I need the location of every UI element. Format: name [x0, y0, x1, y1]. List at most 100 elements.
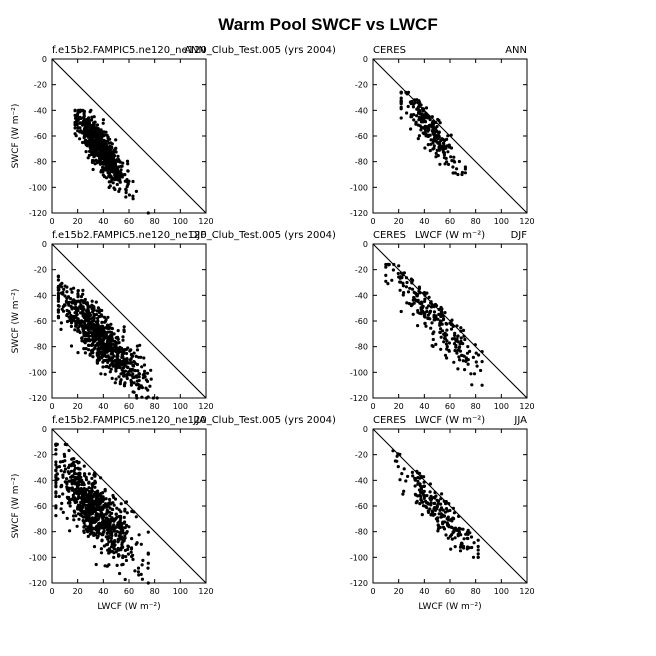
data-point — [440, 492, 444, 496]
data-point — [461, 527, 465, 531]
data-point — [421, 131, 425, 135]
data-point — [125, 184, 129, 189]
data-point — [90, 158, 95, 163]
data-point — [56, 314, 61, 318]
data-point — [84, 334, 88, 338]
panel-center-label: LWCF (W m⁻²) — [415, 230, 485, 241]
data-point — [86, 128, 91, 132]
data-point — [445, 347, 449, 351]
data-point — [450, 537, 454, 541]
data-point — [54, 460, 58, 464]
x-tick-label: 120 — [519, 587, 534, 596]
data-point — [87, 323, 91, 327]
data-point — [82, 300, 86, 304]
data-point — [132, 381, 136, 385]
data-point — [125, 511, 129, 515]
data-point — [417, 488, 422, 492]
data-point — [447, 349, 451, 353]
data-point — [111, 158, 115, 162]
data-point — [458, 358, 462, 362]
data-point — [419, 474, 423, 478]
data-point — [429, 326, 433, 330]
y-tick-label: -40 — [34, 106, 47, 115]
data-point — [96, 306, 100, 310]
data-point — [76, 351, 80, 355]
data-point — [114, 532, 118, 536]
data-point — [131, 372, 135, 376]
data-point — [70, 307, 74, 311]
data-point — [95, 135, 99, 139]
data-point — [109, 518, 113, 523]
data-point — [451, 324, 455, 328]
data-point — [70, 480, 74, 484]
data-point — [89, 133, 93, 137]
data-point — [130, 554, 134, 559]
data-point — [449, 319, 453, 324]
data-point — [83, 319, 87, 323]
data-point — [439, 335, 443, 339]
data-point — [462, 537, 466, 541]
data-point — [63, 480, 67, 484]
data-point — [79, 129, 83, 133]
data-point — [463, 368, 467, 372]
data-point — [76, 512, 81, 516]
data-point — [88, 492, 92, 496]
data-point — [451, 530, 455, 534]
panel-4: 0 20 40 60 80 100 120 0 -20 -40 -60 -80 -100 -120 f.e1… — [11, 415, 336, 612]
data-point — [86, 343, 91, 347]
panel-left-label: CERES — [373, 415, 406, 426]
data-point — [85, 488, 89, 492]
data-point — [421, 491, 425, 496]
data-point — [74, 322, 78, 326]
data-point — [424, 134, 428, 138]
data-point — [413, 484, 417, 488]
data-point — [411, 298, 415, 302]
data-point — [56, 293, 61, 298]
x-tick-label: 0 — [49, 217, 54, 226]
data-point — [123, 357, 127, 361]
data-point — [442, 340, 446, 344]
data-point — [91, 310, 95, 314]
data-point — [437, 307, 441, 312]
data-point — [97, 351, 101, 355]
data-point — [122, 382, 127, 387]
data-point — [120, 353, 124, 357]
data-point — [121, 370, 126, 374]
y-tick-label: -100 — [29, 553, 47, 562]
data-point — [82, 307, 86, 311]
data-point — [402, 489, 406, 493]
data-point — [63, 454, 67, 458]
data-point — [95, 500, 99, 504]
x-tick-label: 20 — [73, 217, 83, 226]
data-point — [82, 347, 86, 351]
data-point — [402, 271, 406, 275]
data-point — [134, 189, 138, 193]
data-point — [117, 189, 121, 193]
panel-5: 0 20 40 60 80 100 120 0 -20 -40 -60 -80 -100 -120 CERE… — [350, 415, 535, 612]
data-point — [454, 345, 458, 349]
data-point — [63, 294, 67, 298]
data-point — [112, 519, 116, 523]
data-point — [412, 295, 416, 300]
y-axis-label: SWCF (W m⁻²) — [11, 289, 21, 354]
data-point — [439, 515, 443, 519]
data-point — [101, 499, 105, 503]
data-point — [458, 342, 462, 346]
y-tick-label: -40 — [34, 291, 47, 300]
data-point — [472, 541, 476, 545]
data-point — [99, 491, 103, 495]
data-point — [116, 547, 120, 552]
y-tick-label: -20 — [355, 451, 368, 460]
reference-line — [372, 428, 528, 584]
data-point — [86, 334, 90, 338]
data-point — [401, 281, 405, 285]
data-point — [132, 360, 136, 364]
data-point — [84, 312, 88, 316]
data-point — [73, 328, 77, 332]
x-tick-label: 0 — [49, 402, 54, 411]
data-point — [441, 525, 446, 529]
data-point — [428, 317, 432, 321]
data-point — [465, 351, 470, 355]
x-axis-label: LWCF (W m⁻²) — [418, 602, 481, 612]
x-axis-label: LWCF (W m⁻²) — [97, 602, 160, 612]
